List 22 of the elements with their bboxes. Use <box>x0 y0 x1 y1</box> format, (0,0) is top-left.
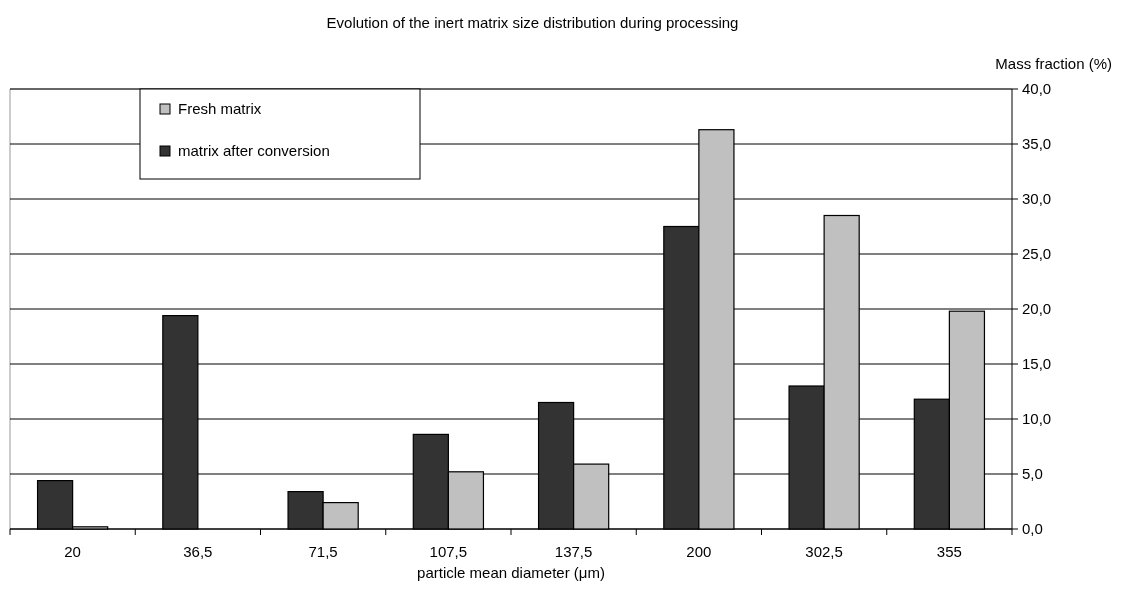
x-tick-label: 355 <box>936 543 962 560</box>
chart-title: Evolution of the inert matrix size distribution during processing <box>326 14 739 31</box>
y-tick-label: 30,0 <box>1022 190 1052 207</box>
y-tick-label: 5,0 <box>1022 465 1043 482</box>
y-tick-label: 15,0 <box>1022 355 1052 372</box>
legend-label: matrix after conversion <box>178 142 330 159</box>
x-tick-label: 71,5 <box>308 543 338 560</box>
y-tick-label: 35,0 <box>1022 135 1052 152</box>
y-tick-label: 0,0 <box>1022 520 1043 537</box>
x-tick-label: 200 <box>686 543 712 560</box>
x-tick-label: 36,5 <box>183 543 213 560</box>
x-tick-label: 302,5 <box>805 543 843 560</box>
y-tick-label: 40,0 <box>1022 80 1052 97</box>
y-axis-title: Mass fraction (%) <box>995 55 1112 72</box>
y-tick-label: 20,0 <box>1022 300 1052 317</box>
y-tick-label: 10,0 <box>1022 410 1052 427</box>
x-axis-title: particle mean diameter (μm) <box>417 564 605 581</box>
x-tick-label: 137,5 <box>554 543 593 560</box>
x-tick-label: 20 <box>64 543 81 560</box>
y-tick-label: 25,0 <box>1022 245 1052 262</box>
legend-label: Fresh matrix <box>178 100 262 117</box>
x-tick-label: 107,5 <box>429 543 468 560</box>
